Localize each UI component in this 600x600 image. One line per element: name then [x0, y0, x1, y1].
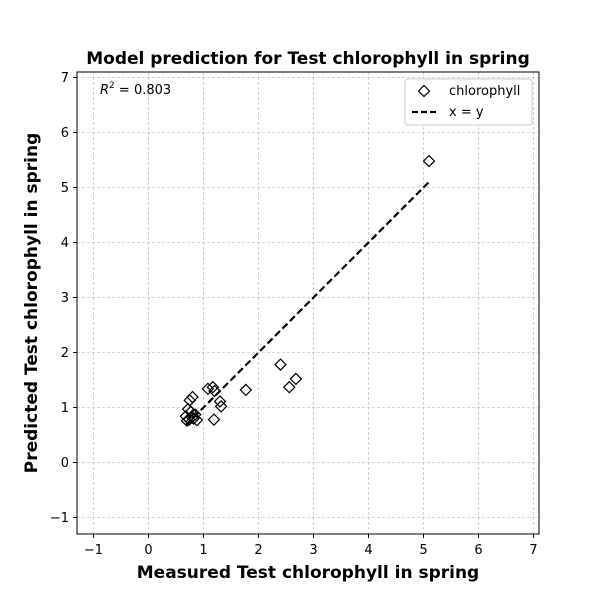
data-point: [213, 395, 227, 408]
y-tick-label: 5: [61, 181, 69, 196]
y-axis-ticks: −1 0 1 2 3 4 5 6 7: [50, 71, 77, 526]
x-tick-label: 6: [474, 543, 482, 558]
y-tick-label: 0: [61, 456, 69, 471]
identity-line: [185, 181, 430, 426]
r-squared-annotation: R2 = 0.803: [100, 81, 171, 98]
data-point: [206, 380, 220, 394]
r-squared-superscript: 2: [109, 81, 115, 91]
chlorophyll-series: [179, 154, 436, 428]
x-tick-label: 3: [309, 543, 317, 558]
x-axis-title: Measured Test chlorophyll in spring: [137, 563, 479, 583]
legend-label-identity: x = y: [449, 105, 484, 120]
data-point: [183, 394, 197, 407]
y-tick-label: 6: [61, 126, 69, 141]
data-point: [186, 390, 199, 404]
data-point: [185, 411, 199, 424]
y-tick-label: 2: [61, 346, 69, 361]
y-axis-title: Predicted Test chlorophyll in spring: [22, 133, 42, 474]
legend-label-chlorophyll: chlorophyll: [449, 84, 520, 99]
grid-lines: [77, 72, 539, 534]
data-point: [207, 413, 221, 426]
y-tick-label: 4: [61, 236, 69, 251]
y-tick-label: 1: [61, 401, 69, 416]
plot-frame: [76, 71, 540, 535]
x-tick-label: 4: [364, 543, 372, 558]
data-point: [422, 154, 436, 168]
x-tick-label: −1: [84, 543, 103, 558]
data-point: [182, 413, 196, 426]
data-point: [214, 400, 228, 413]
x-tick-label: 1: [199, 543, 207, 558]
data-point: [208, 384, 221, 398]
chart-title: Model prediction for Test chlorophyll in…: [86, 49, 530, 69]
identity-line-series: [185, 181, 430, 426]
x-tick-label: 5: [419, 543, 427, 558]
data-point: [201, 382, 215, 396]
legend: chlorophyll x = y: [404, 78, 533, 126]
x-tick-label: 7: [529, 543, 537, 558]
data-point: [282, 380, 296, 394]
y-tick-label: −1: [50, 511, 69, 526]
data-point: [180, 414, 194, 428]
x-tick-label: 0: [144, 543, 152, 558]
y-tick-label: 7: [61, 71, 69, 86]
r-squared-value: = 0.803: [115, 83, 171, 98]
x-axis-ticks: −1 0 1 2 3 4 5 6 7: [84, 534, 538, 558]
data-point: [239, 383, 253, 397]
y-tick-label: 3: [61, 291, 69, 306]
legend-diamond-marker: [417, 84, 431, 98]
data-point: [289, 372, 303, 386]
x-tick-label: 2: [254, 543, 262, 558]
data-point: [274, 358, 287, 371]
r-squared-prefix: R: [100, 83, 109, 98]
legend-box: [404, 78, 533, 126]
